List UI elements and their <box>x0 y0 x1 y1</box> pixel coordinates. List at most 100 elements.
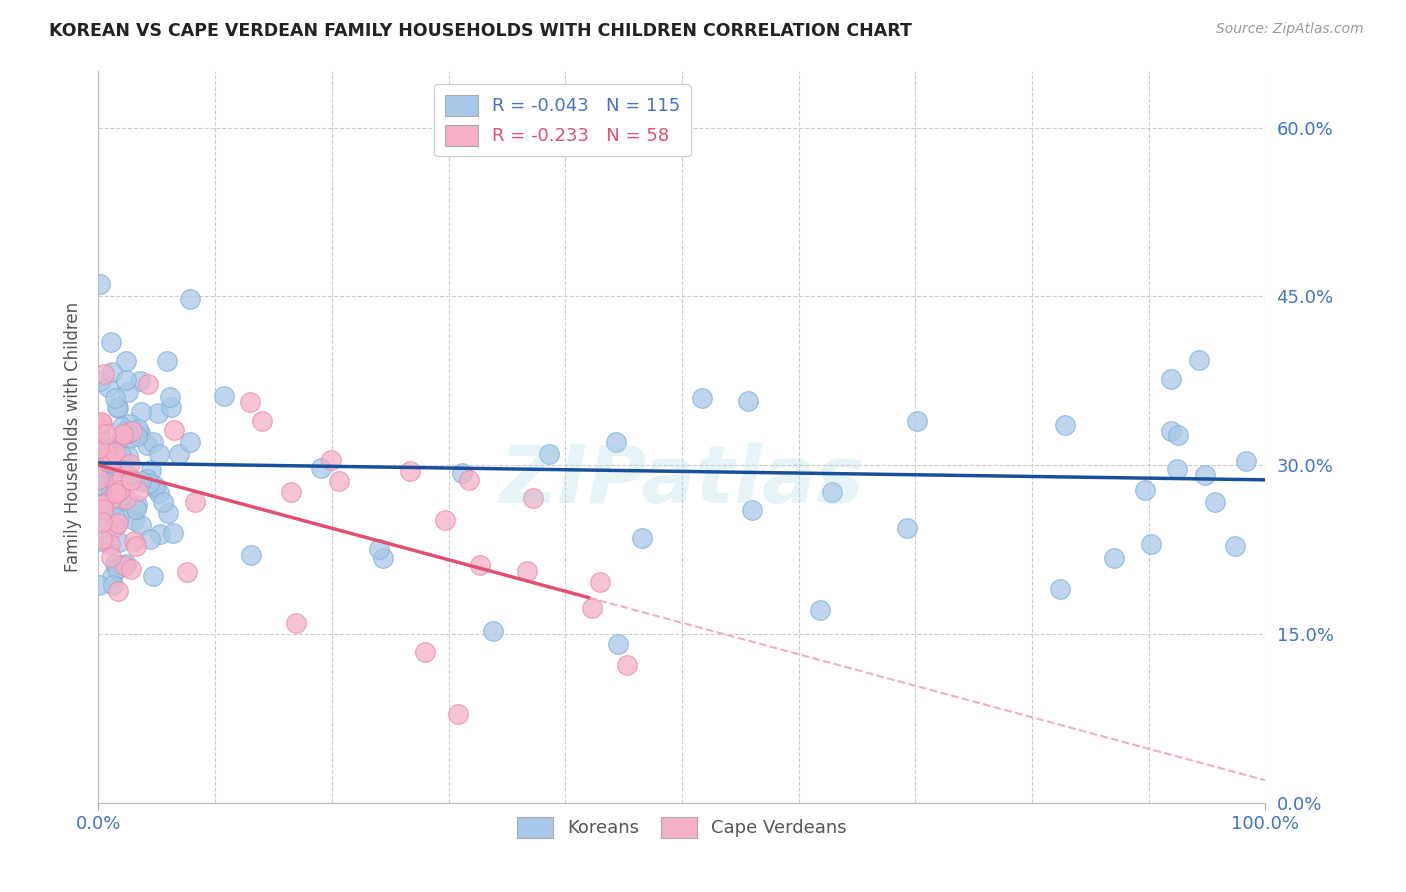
Point <box>179 292 201 306</box>
Point <box>149 527 172 541</box>
Point <box>905 415 928 429</box>
Point <box>108 535 131 549</box>
Point <box>103 519 125 533</box>
Point <box>896 521 918 535</box>
Point <box>250 414 273 428</box>
Point <box>139 532 162 546</box>
Point <box>741 503 763 517</box>
Point <box>239 395 262 409</box>
Point <box>127 483 149 498</box>
Point <box>143 481 166 495</box>
Point <box>89 422 111 436</box>
Point <box>107 401 129 416</box>
Point <box>111 470 134 484</box>
Point <box>163 423 186 437</box>
Point <box>114 425 136 439</box>
Point <box>328 475 350 489</box>
Point <box>605 434 627 449</box>
Point <box>152 495 174 509</box>
Point <box>1049 582 1071 597</box>
Point <box>97 454 120 468</box>
Point <box>280 485 302 500</box>
Point <box>90 515 112 529</box>
Point <box>589 574 612 589</box>
Point <box>87 441 110 455</box>
Point <box>122 513 145 527</box>
Point <box>516 564 538 578</box>
Point <box>1053 418 1076 433</box>
Point <box>581 600 603 615</box>
Point <box>368 541 391 556</box>
Point <box>104 477 127 491</box>
Point <box>98 537 121 551</box>
Point <box>212 389 235 403</box>
Point <box>108 488 131 502</box>
Point <box>169 447 191 461</box>
Point <box>122 533 145 548</box>
Point <box>162 525 184 540</box>
Point <box>136 377 159 392</box>
Point <box>101 457 124 471</box>
Point <box>90 480 112 494</box>
Point <box>138 475 160 490</box>
Point <box>105 516 128 531</box>
Point <box>104 391 127 405</box>
Point <box>131 474 153 488</box>
Point <box>118 417 141 431</box>
Point <box>145 479 167 493</box>
Point <box>468 558 491 572</box>
Point <box>96 473 118 487</box>
Point <box>135 472 157 486</box>
Point <box>104 486 127 500</box>
Point <box>89 478 111 492</box>
Point <box>89 374 111 388</box>
Point <box>127 498 149 512</box>
Point <box>104 488 127 502</box>
Point <box>108 483 131 497</box>
Point <box>458 473 481 487</box>
Point <box>127 422 149 436</box>
Point <box>284 616 307 631</box>
Point <box>115 354 138 368</box>
Point <box>1160 424 1182 438</box>
Point <box>156 354 179 368</box>
Point <box>142 434 165 449</box>
Point <box>146 406 169 420</box>
Point <box>101 578 124 592</box>
Point <box>148 486 170 500</box>
Point <box>1102 550 1125 565</box>
Point <box>100 483 122 497</box>
Point <box>821 485 844 500</box>
Point <box>399 464 422 478</box>
Point <box>111 427 134 442</box>
Point <box>1140 537 1163 551</box>
Point <box>121 425 143 439</box>
Text: ZIPatlas: ZIPatlas <box>499 442 865 520</box>
Point <box>104 557 127 571</box>
Point <box>93 535 115 549</box>
Point <box>125 429 148 443</box>
Point <box>100 549 122 564</box>
Point <box>120 473 142 487</box>
Point <box>87 472 110 486</box>
Point <box>737 394 759 409</box>
Point <box>94 426 117 441</box>
Point <box>616 658 638 673</box>
Point <box>184 494 207 508</box>
Point <box>538 447 561 461</box>
Point <box>91 417 114 431</box>
Point <box>101 441 124 455</box>
Point <box>91 439 114 453</box>
Point <box>90 415 112 429</box>
Point <box>89 425 111 440</box>
Point <box>117 384 139 399</box>
Point <box>97 380 120 394</box>
Point <box>104 469 127 483</box>
Point <box>117 467 139 482</box>
Point <box>176 565 198 579</box>
Point <box>115 491 138 506</box>
Point <box>108 511 131 525</box>
Point <box>91 502 114 516</box>
Point <box>179 435 201 450</box>
Text: KOREAN VS CAPE VERDEAN FAMILY HOUSEHOLDS WITH CHILDREN CORRELATION CHART: KOREAN VS CAPE VERDEAN FAMILY HOUSEHOLDS… <box>49 22 912 40</box>
